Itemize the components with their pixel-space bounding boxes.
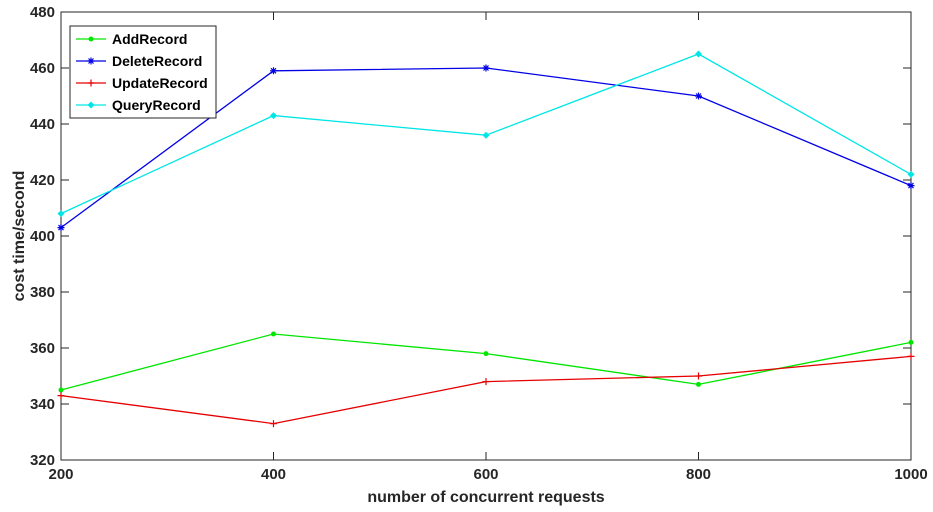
data-point-queryrecord bbox=[270, 112, 277, 120]
legend-marker bbox=[87, 79, 95, 87]
data-point-deleterecord bbox=[270, 67, 277, 75]
legend-item-updaterecord: UpdateRecord bbox=[76, 75, 208, 91]
y-tick-label: 440 bbox=[30, 116, 55, 133]
legend-marker bbox=[87, 101, 95, 109]
data-point-queryrecord bbox=[482, 131, 490, 139]
legend-label: DeleteRecord bbox=[112, 53, 202, 69]
series-queryrecord bbox=[57, 50, 915, 218]
legend-label: AddRecord bbox=[112, 31, 187, 47]
series-deleterecord bbox=[57, 64, 915, 232]
data-point-queryrecord bbox=[57, 210, 65, 218]
y-tick-label: 320 bbox=[30, 452, 55, 469]
series-layer bbox=[57, 50, 915, 428]
data-point-deleterecord bbox=[695, 92, 702, 100]
data-point-deleterecord bbox=[482, 64, 490, 72]
data-point-queryrecord bbox=[695, 50, 702, 58]
legend-label: QueryRecord bbox=[112, 97, 201, 113]
data-point-deleterecord bbox=[907, 182, 915, 190]
data-point-deleterecord bbox=[57, 224, 65, 232]
legend-box bbox=[69, 25, 217, 119]
legend-item-deleterecord: DeleteRecord bbox=[76, 53, 202, 69]
legend: AddRecord DeleteRecord UpdateRecord QueryRe… bbox=[69, 25, 217, 119]
legend-marker bbox=[87, 57, 95, 65]
y-tick-label: 420 bbox=[30, 172, 55, 189]
data-point-addrecord bbox=[58, 387, 64, 393]
legend-label: UpdateRecord bbox=[112, 75, 208, 91]
data-point-updaterecord bbox=[482, 378, 490, 386]
x-tick-label: 600 bbox=[473, 466, 498, 483]
x-tick-label: 200 bbox=[48, 466, 73, 483]
series-line-updaterecord bbox=[60, 355, 912, 425]
axis-ticks: 200 400 600 800 1000 320 340 360 380 400 420 440 460… bbox=[30, 4, 928, 483]
legend-item-addrecord: AddRecord bbox=[76, 31, 187, 47]
data-point-updaterecord bbox=[907, 352, 915, 360]
data-point-updaterecord bbox=[57, 392, 65, 400]
y-tick-label: 460 bbox=[30, 60, 55, 77]
y-axis-label: cost time/second bbox=[11, 171, 28, 302]
data-point-updaterecord bbox=[270, 420, 277, 428]
data-point-updaterecord bbox=[695, 372, 702, 380]
series-updaterecord bbox=[57, 352, 915, 428]
y-tick-label: 380 bbox=[30, 284, 55, 301]
y-tick-label: 360 bbox=[30, 340, 55, 357]
x-tick-label: 400 bbox=[261, 466, 286, 483]
y-tick-label: 480 bbox=[30, 4, 55, 21]
x-tick-label: 800 bbox=[686, 466, 711, 483]
legend-item-queryrecord: QueryRecord bbox=[76, 97, 201, 113]
x-axis-label: number of concurrent requests bbox=[367, 489, 604, 506]
data-point-addrecord bbox=[483, 351, 489, 357]
data-point-addrecord bbox=[271, 331, 276, 337]
series-addrecord bbox=[58, 331, 914, 393]
data-point-addrecord bbox=[908, 339, 914, 345]
data-point-addrecord bbox=[696, 381, 701, 387]
y-tick-label: 340 bbox=[30, 396, 55, 413]
legend-marker bbox=[88, 36, 94, 42]
y-tick-label: 400 bbox=[30, 228, 55, 245]
data-point-queryrecord bbox=[907, 170, 915, 178]
x-tick-label: 1000 bbox=[894, 466, 927, 483]
